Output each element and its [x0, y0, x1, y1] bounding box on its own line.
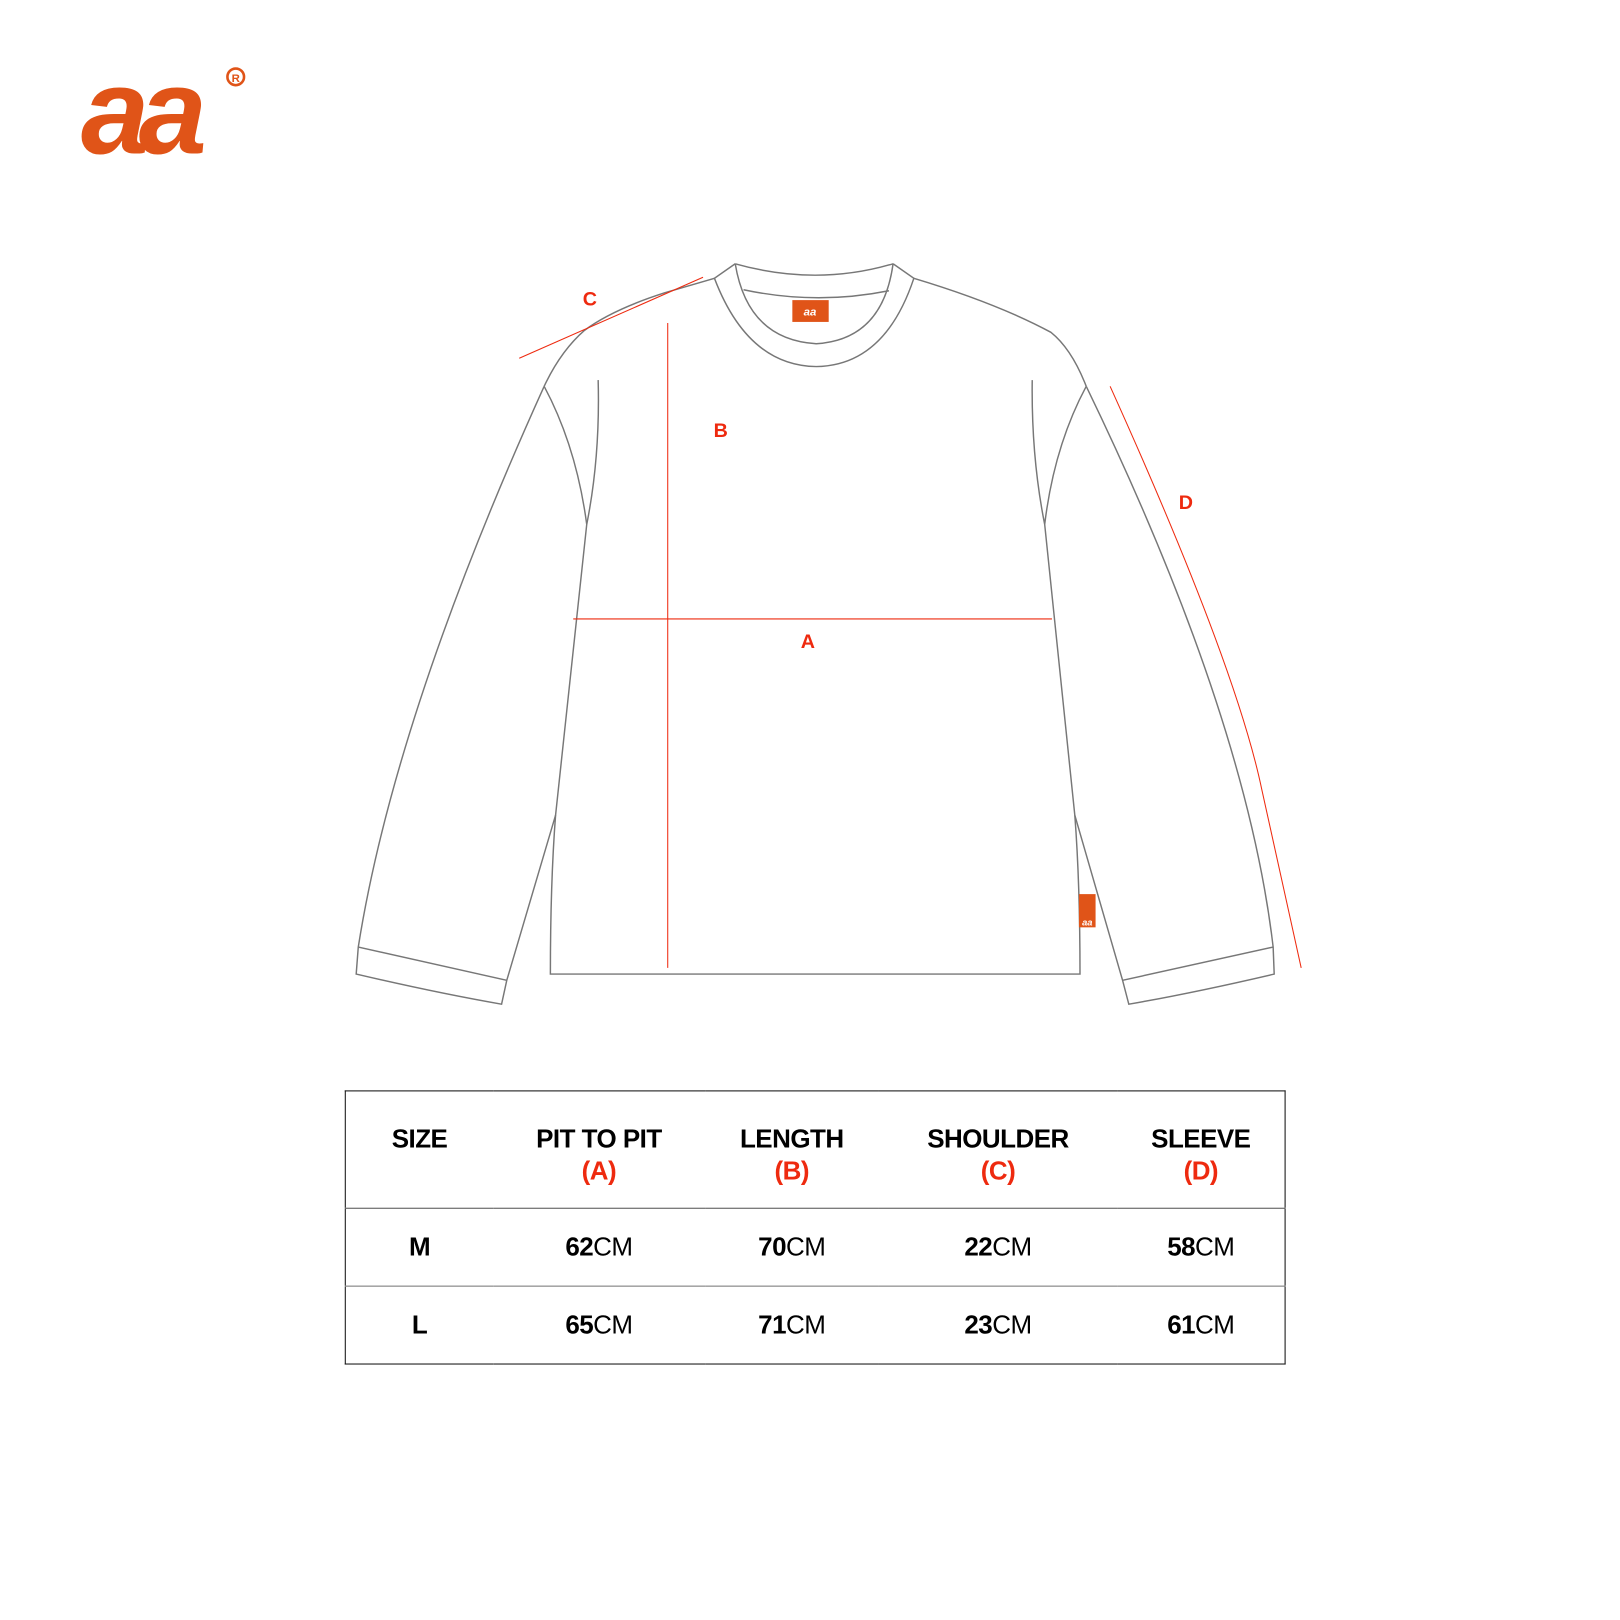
size-cell: M: [408, 1232, 431, 1262]
header-pit-to-pit: PIT TO PIT (A): [536, 1124, 662, 1186]
value-cell: 61CM: [1167, 1310, 1235, 1340]
table-header-row: SIZE PIT TO PIT (A) LENGTH (B) SHOULDER (C)…: [345, 1091, 1286, 1209]
header-length: LENGTH (B): [739, 1124, 844, 1186]
label-a: A: [801, 631, 815, 653]
measurement-lines: [519, 276, 1302, 968]
sweater-outline: [355, 263, 1275, 1006]
brand-logo: aa R: [81, 43, 246, 180]
line-d: [1109, 386, 1302, 968]
value-cell: 65CM: [565, 1310, 633, 1340]
table-row: M 62CM 70CM 22CM 58CM: [345, 1208, 1286, 1287]
neck-tag: aa: [792, 300, 829, 322]
svg-text:aa: aa: [81, 43, 204, 180]
header-shoulder: SHOULDER (C): [927, 1124, 1069, 1186]
label-b: B: [714, 420, 728, 442]
value-cell: 22CM: [964, 1232, 1032, 1262]
label-d: D: [1179, 492, 1193, 514]
value-cell: 70CM: [758, 1232, 826, 1262]
size-cell: L: [411, 1310, 428, 1340]
value-cell: 71CM: [758, 1310, 826, 1340]
line-c: [519, 276, 704, 359]
table-row: L 65CM 71CM 23CM 61CM: [345, 1286, 1285, 1364]
label-c: C: [583, 288, 597, 310]
value-cell: 23CM: [964, 1310, 1032, 1340]
header-size: SIZE: [391, 1124, 448, 1154]
svg-text:aa: aa: [1082, 917, 1092, 927]
hem-tag: aa: [1078, 894, 1096, 928]
registered-icon: [226, 67, 246, 87]
size-table: SIZE PIT TO PIT (A) LENGTH (B) SHOULDER (C)…: [344, 1090, 1286, 1365]
header-sleeve: SLEEVE (D): [1151, 1124, 1251, 1186]
value-cell: 58CM: [1167, 1232, 1235, 1262]
value-cell: 62CM: [565, 1232, 633, 1262]
svg-text:aa: aa: [804, 307, 817, 319]
svg-text:R: R: [232, 73, 240, 85]
sweater-diagram: aa R aa aa A B C D: [81, 43, 1302, 1006]
